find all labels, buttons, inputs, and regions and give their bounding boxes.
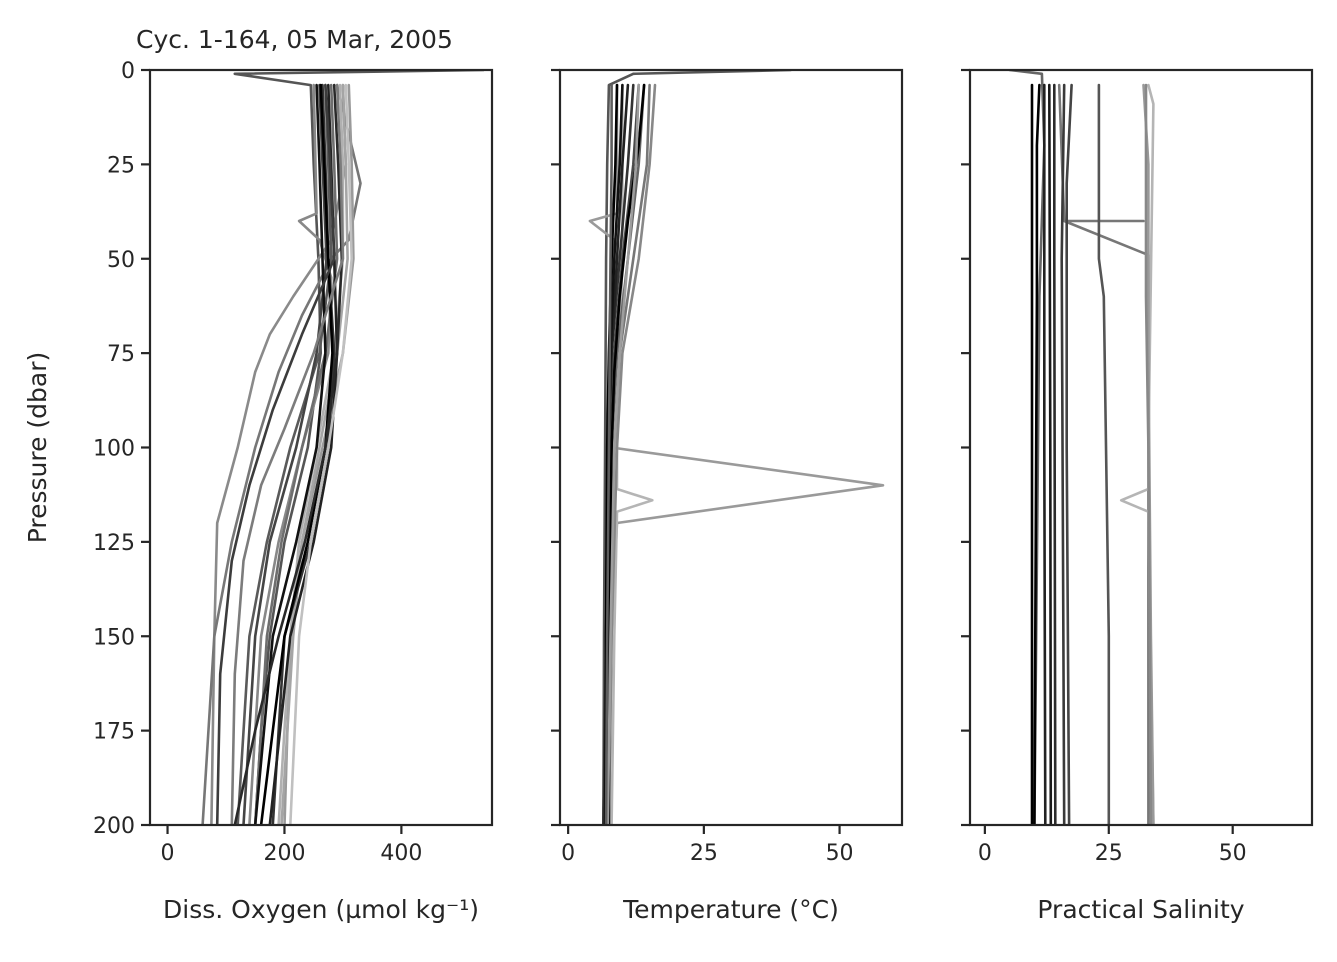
y-tick-label: 150 — [93, 625, 135, 650]
x-axis-label: Practical Salinity — [1037, 895, 1244, 924]
series-line-1-8 — [253, 83, 339, 825]
profiles — [588, 70, 885, 825]
series-line-3-8 — [1060, 83, 1066, 825]
series-line-1-15 — [215, 83, 336, 825]
panel-3: 0 25 50 Practical Salinity — [961, 68, 1314, 924]
series-line-2-14 — [604, 83, 613, 825]
series-line-1-1 — [233, 70, 485, 825]
y-tick-label: 0 — [121, 59, 135, 84]
series-line-3-9 — [1053, 83, 1057, 825]
series-line-3-13 — [1043, 83, 1047, 825]
x-axis-label: Diss. Oxygen (µmol kg⁻¹) — [163, 895, 479, 924]
chart-title: Cyc. 1-164, 05 Mar, 2005 — [136, 25, 453, 54]
series-line-1-9 — [236, 83, 333, 825]
series-line-3-6 — [1097, 83, 1111, 825]
series-line-3-2 — [1057, 83, 1150, 825]
y-tick-label: 25 — [107, 153, 135, 178]
y-tick-label: 100 — [93, 437, 135, 462]
x-tick-label: 0 — [978, 841, 992, 866]
panel-2: 0 25 50 Temperature (°C) — [551, 68, 904, 924]
x-tick-label: 25 — [1095, 841, 1123, 866]
series-line-1-16 — [233, 83, 344, 825]
series-line-1-10 — [242, 83, 328, 825]
series-line-2-13 — [606, 83, 640, 825]
y-tick-label: 75 — [107, 342, 135, 367]
series-line-1-14 — [259, 83, 334, 825]
x-tick-label: 25 — [690, 841, 718, 866]
x-tick-label: 400 — [380, 841, 422, 866]
series-line-3-11 — [1033, 83, 1041, 825]
x-tick-label: 0 — [561, 841, 575, 866]
series-line-3-5 — [1144, 83, 1153, 825]
x-tick-label: 50 — [1219, 841, 1247, 866]
series-line-1-3 — [201, 83, 362, 825]
y-axis-label: Pressure (dbar) — [23, 352, 52, 544]
y-tick-label: 125 — [93, 531, 135, 556]
y-tick-label: 175 — [93, 720, 135, 745]
profiles — [201, 70, 485, 825]
y-tick-label: 50 — [107, 248, 135, 273]
axes-frame — [968, 68, 1314, 827]
y-tick-label: 200 — [93, 814, 135, 839]
series-line-3-7 — [1065, 83, 1073, 825]
x-tick-label: 50 — [826, 841, 854, 866]
series-line-1-18 — [230, 83, 345, 825]
series-line-3-1 — [1008, 70, 1046, 825]
x-tick-label: 200 — [263, 841, 305, 866]
x-tick-label: 0 — [161, 841, 175, 866]
series-line-1-7 — [277, 83, 345, 825]
x-axis-label: Temperature (°C) — [622, 895, 839, 924]
series-line-2-1 — [602, 70, 792, 825]
series-line-1-13 — [253, 83, 327, 825]
series-line-1-17 — [289, 83, 353, 825]
series-line-3-10 — [1048, 83, 1053, 825]
panel-1: 0 200 400 0 25 50 75 100 125 150 175 200 Diss. Oxyge… — [23, 59, 494, 924]
profiles — [1008, 70, 1155, 825]
